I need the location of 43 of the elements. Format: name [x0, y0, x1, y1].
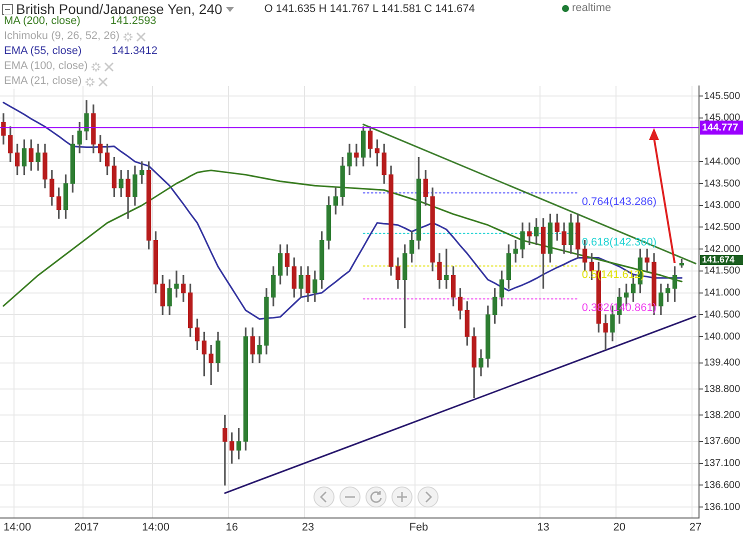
- x-tick-label: 27: [689, 522, 702, 533]
- y-tick-label: 140.000: [704, 331, 741, 342]
- chart-title: British Pound/Japanese Yen, 240: [16, 1, 222, 17]
- x-tick-label: Feb: [409, 522, 428, 533]
- text: MA (200, close): [4, 14, 80, 29]
- y-tick-label: 141.000: [704, 288, 741, 299]
- x-tick-label: 13: [537, 522, 550, 533]
- x-tick-label: 14:00: [142, 522, 170, 533]
- candlestick: [174, 270, 179, 298]
- text: EMA (100, close): [4, 59, 88, 74]
- ref-line-label: 144.777: [702, 122, 739, 134]
- y-tick-label: 142.000: [704, 244, 741, 255]
- y-tick-label: 141.500: [704, 266, 741, 277]
- y-tick-label: 143.000: [704, 200, 741, 212]
- y-tick-label: 139.400: [704, 358, 741, 369]
- x-tick-label: 2017: [74, 522, 99, 533]
- y-tick-label: 137.600: [704, 436, 741, 448]
- y-tick-label: 136.100: [704, 502, 741, 513]
- y-tick-label: 136.600: [704, 480, 741, 491]
- text: 141.674: [702, 254, 735, 265]
- x-tick-label: 23: [302, 522, 314, 533]
- x-tick-label: 16: [226, 522, 238, 533]
- y-tick-label: 145.500: [704, 90, 741, 102]
- annotation: 0.764(143.286): [582, 196, 657, 208]
- x-tick-label: 14:00: [4, 522, 32, 533]
- y-tick-label: 142.500: [704, 222, 741, 233]
- text: O 141.635 H 141.767 L 141.581 C 141.674: [264, 3, 475, 15]
- text: 141.2593: [110, 14, 156, 29]
- y-tick-label: 143.500: [704, 178, 741, 190]
- candlestick: [354, 144, 359, 166]
- text: realtime: [572, 2, 612, 14]
- text: Ichimoku (9, 26, 52, 26): [4, 29, 120, 44]
- candlestick: [222, 414, 228, 486]
- y-tick-label: 140.500: [704, 309, 741, 320]
- y-tick-label: 144.000: [704, 156, 741, 168]
- x-tick-label: 20: [613, 522, 626, 533]
- y-tick-label: 138.800: [704, 384, 741, 395]
- y-tick-label: 138.200: [704, 410, 741, 421]
- annotation: EMA (21, close): [4, 74, 82, 89]
- candlestick: [527, 222, 532, 246]
- y-tick-label: 137.100: [704, 458, 741, 470]
- text: EMA (55, close): [4, 44, 82, 59]
- text: 141.3412: [112, 44, 158, 59]
